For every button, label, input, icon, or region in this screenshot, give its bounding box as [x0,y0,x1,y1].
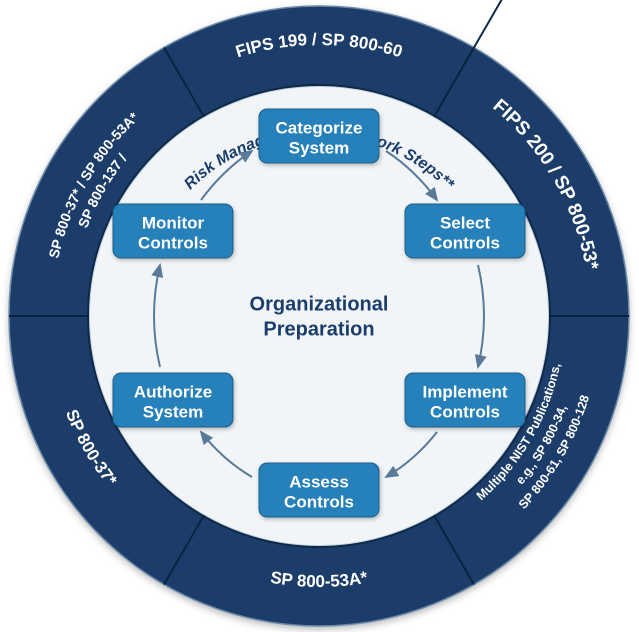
svg-text:System: System [289,138,349,157]
rmf-diagram: { "title": "Risk Management Framework", … [0,0,639,632]
svg-text:Select: Select [440,213,490,232]
svg-text:Controls: Controls [430,233,500,252]
svg-text:Assess: Assess [289,472,349,491]
step-select: Select Controls [405,204,525,258]
svg-text:Controls: Controls [138,233,208,252]
step-categorize: Categorize System [259,109,379,163]
svg-text:Authorize: Authorize [134,382,212,401]
rmf-svg: FIPS 199 / SP 800-60 FIPS 200 / SP 800-5… [0,0,639,632]
svg-text:Controls: Controls [284,492,354,511]
center-line1: Organizational [250,293,389,315]
step-implement: Implement Controls [405,373,525,427]
center-line2: Preparation [263,318,374,340]
step-assess: Assess Controls [259,463,379,517]
svg-text:Implement: Implement [422,382,507,401]
svg-text:Monitor: Monitor [142,213,205,232]
step-authorize: Authorize System [113,373,233,427]
step-monitor: Monitor Controls [113,204,233,258]
svg-text:Categorize: Categorize [276,118,363,137]
svg-text:System: System [143,402,203,421]
svg-text:Controls: Controls [430,402,500,421]
